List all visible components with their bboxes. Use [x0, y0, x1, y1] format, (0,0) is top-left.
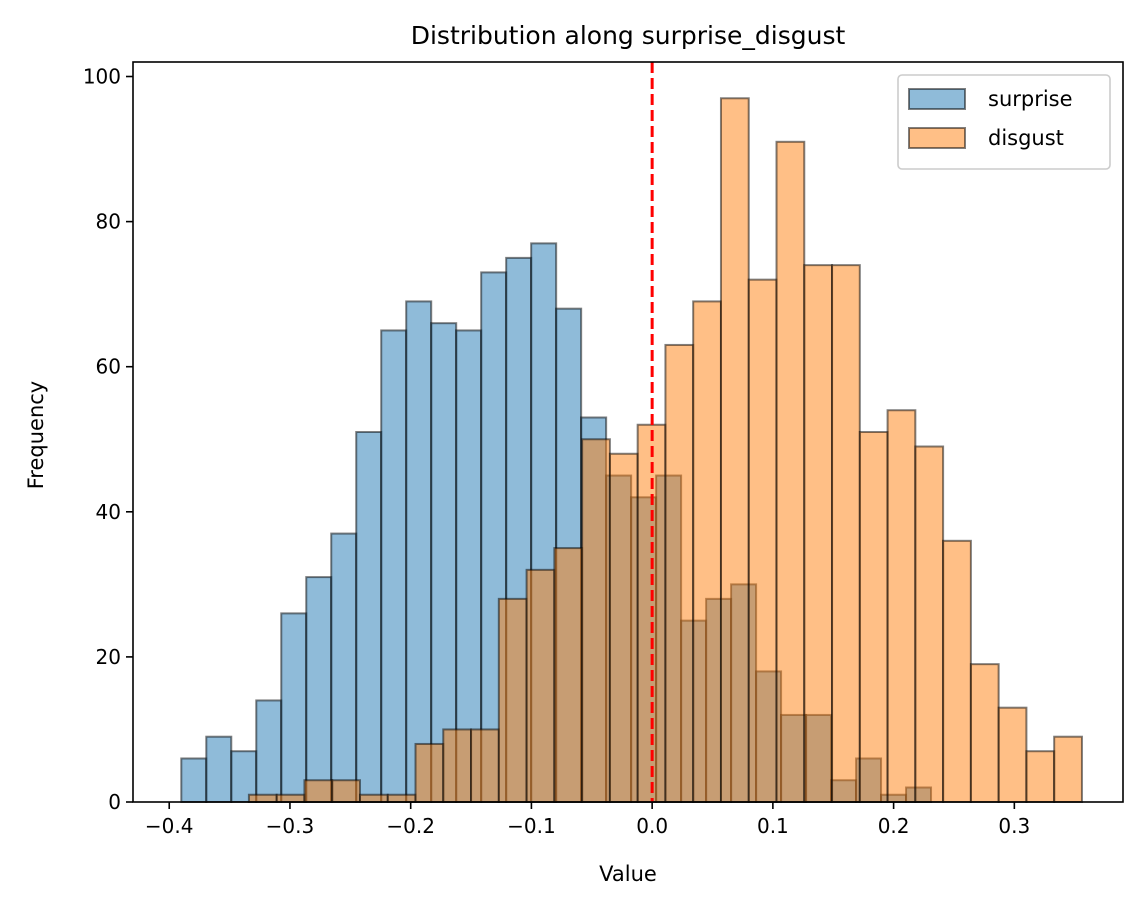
- x-tick-label: 0.2: [878, 814, 910, 838]
- x-axis-label: Value: [599, 862, 657, 886]
- legend-label-surprise: surprise: [988, 87, 1073, 111]
- disgust-bar: [608, 452, 639, 803]
- disgust-bar: [386, 793, 417, 804]
- surprise-bar: [280, 612, 308, 804]
- disgust-bar: [914, 445, 945, 803]
- y-axis-label: Frequency: [24, 381, 48, 490]
- chart-title: Distribution along surprise_disgust: [411, 21, 846, 50]
- surprise-bar: [180, 757, 208, 803]
- x-tick-label: −0.1: [507, 814, 556, 838]
- surprise-bar: [205, 735, 233, 803]
- surprise-bar: [355, 431, 383, 803]
- disgust-bar: [831, 264, 861, 803]
- axes-layer: −0.4 −0.3 −0.2 −0.1 0.0 0.1 0.2 0.3 0 20 40 60 80 100: [83, 61, 1124, 838]
- disgust-bar: [969, 663, 1000, 803]
- legend: surprise disgust: [897, 74, 1111, 170]
- surprise-bar: [305, 576, 333, 803]
- disgust-bar: [1025, 750, 1056, 804]
- y-tick-label: 60: [96, 355, 121, 379]
- y-tick-label: 100: [83, 65, 121, 89]
- disgust-bar: [803, 264, 834, 803]
- disgust-bar: [358, 793, 389, 804]
- disgust-bar: [525, 568, 556, 803]
- disgust-bar: [470, 728, 500, 804]
- disgust-bar: [858, 431, 889, 803]
- x-tick-label: 0.0: [636, 814, 668, 838]
- surprise-bar: [330, 532, 358, 803]
- surprise-bar: [255, 699, 283, 804]
- plot-frame: [132, 61, 1124, 803]
- y-tick-label: 20: [96, 645, 121, 669]
- x-tick-label: −0.3: [266, 814, 315, 838]
- disgust-bar: [1053, 735, 1083, 803]
- disgust-bar: [664, 343, 695, 803]
- x-tick-label: −0.4: [145, 814, 194, 838]
- disgust-bar: [719, 97, 750, 803]
- disgust-bar: [331, 779, 361, 803]
- disgust-bar: [442, 728, 473, 804]
- disgust-bar: [414, 742, 445, 803]
- surprise-bar: [405, 300, 433, 803]
- x-tick-label: 0.3: [998, 814, 1030, 838]
- disgust-bar: [747, 278, 778, 804]
- legend-swatch-disgust: [908, 127, 966, 149]
- disgust-bar: [886, 409, 917, 803]
- disgust-bar: [303, 779, 334, 803]
- legend-label-disgust: disgust: [988, 126, 1064, 150]
- disgust-bar: [997, 706, 1028, 804]
- disgust-bar: [553, 547, 584, 803]
- y-tick-label: 80: [96, 210, 121, 234]
- x-tick-label: 0.1: [757, 814, 789, 838]
- surprise-bar: [455, 329, 483, 803]
- disgust-bar: [581, 438, 611, 803]
- bars-layer: [180, 97, 1083, 804]
- x-tick-label: −0.2: [386, 814, 435, 838]
- disgust-bar: [497, 597, 528, 803]
- disgust-bar: [942, 539, 972, 804]
- y-tick-label: 0: [108, 790, 121, 814]
- legend-swatch-surprise: [908, 88, 966, 110]
- series-disgust: [247, 97, 1083, 804]
- surprise-bar: [230, 750, 258, 804]
- disgust-bar: [275, 793, 306, 804]
- disgust-bar: [692, 300, 722, 803]
- disgust-bar: [247, 793, 278, 804]
- surprise-bar: [380, 329, 408, 803]
- y-tick-label: 40: [96, 500, 121, 524]
- disgust-bar: [775, 140, 806, 804]
